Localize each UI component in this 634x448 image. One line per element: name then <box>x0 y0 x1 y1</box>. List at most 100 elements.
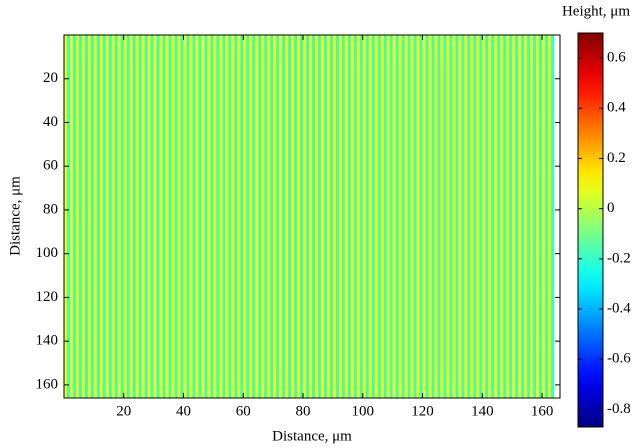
heat-column <box>213 35 216 398</box>
heat-column <box>336 35 339 398</box>
heat-column <box>294 35 297 398</box>
colorbar <box>578 33 603 427</box>
heat-column <box>300 35 303 398</box>
heat-column <box>530 35 533 398</box>
heat-column <box>258 35 261 398</box>
heat-column <box>219 35 222 398</box>
heat-column <box>285 35 288 398</box>
heat-column <box>70 35 73 398</box>
heat-column <box>479 35 482 398</box>
heat-column <box>548 35 551 398</box>
heat-column <box>482 35 485 398</box>
heat-column <box>324 35 327 398</box>
heat-column <box>491 35 494 398</box>
heat-column <box>309 35 312 398</box>
heat-column <box>494 35 497 398</box>
heat-column <box>518 35 521 398</box>
heat-column <box>157 35 160 398</box>
heat-column <box>127 35 130 398</box>
heat-column <box>303 35 306 398</box>
heat-column <box>261 35 264 398</box>
heat-column <box>432 35 435 398</box>
y-tick-label: 120 <box>36 289 59 305</box>
heat-column <box>76 35 79 398</box>
heat-column <box>330 35 333 398</box>
heat-column <box>133 35 136 398</box>
heat-column <box>435 35 438 398</box>
heat-column <box>103 35 106 398</box>
heat-column <box>201 35 204 398</box>
heat-column <box>79 35 82 398</box>
heat-column <box>255 35 258 398</box>
heat-column <box>175 35 178 398</box>
heat-column <box>124 35 127 398</box>
heat-column <box>73 35 76 398</box>
heat-column <box>264 35 267 398</box>
heat-column <box>246 35 249 398</box>
heat-column <box>449 35 452 398</box>
heat-column <box>276 35 279 398</box>
heat-column <box>372 35 375 398</box>
heat-column <box>178 35 181 398</box>
heat-column <box>545 35 548 398</box>
colorbar-tick-label: 0.4 <box>607 100 626 116</box>
heat-column <box>357 35 360 398</box>
heat-column <box>551 35 554 398</box>
heat-column <box>142 35 145 398</box>
heat-column <box>88 35 91 398</box>
heat-column <box>100 35 103 398</box>
heat-column <box>369 35 372 398</box>
heat-column <box>204 35 207 398</box>
heat-column <box>139 35 142 398</box>
heat-column <box>327 35 330 398</box>
heat-column <box>503 35 506 398</box>
heat-column <box>237 35 240 398</box>
heat-column <box>187 35 190 398</box>
colorbar-tick-label: -0.2 <box>607 250 631 266</box>
heat-column <box>354 35 357 398</box>
heat-column <box>321 35 324 398</box>
heat-column <box>461 35 464 398</box>
heat-column <box>440 35 443 398</box>
heat-column <box>291 35 294 398</box>
heat-column <box>512 35 515 398</box>
heat-column <box>339 35 342 398</box>
heat-column <box>411 35 414 398</box>
heat-column <box>297 35 300 398</box>
heat-column <box>348 35 351 398</box>
heat-column <box>452 35 455 398</box>
heat-column <box>288 35 291 398</box>
y-tick-label: 140 <box>36 333 59 349</box>
heat-column <box>97 35 100 398</box>
heat-column <box>396 35 399 398</box>
x-tick-label: 20 <box>116 403 131 419</box>
heat-column <box>539 35 542 398</box>
chart: Distance, μm Distance, μm Height, μm 204… <box>0 0 634 448</box>
heat-column <box>192 35 195 398</box>
heat-column <box>163 35 166 398</box>
heat-column <box>234 35 237 398</box>
heat-column <box>67 35 70 398</box>
heat-column <box>417 35 420 398</box>
heat-column <box>437 35 440 398</box>
heat-column <box>366 35 369 398</box>
heat-column <box>485 35 488 398</box>
heat-column <box>536 35 539 398</box>
heat-column <box>363 35 366 398</box>
heat-column <box>312 35 315 398</box>
heat-column <box>115 35 118 398</box>
x-tick-label: 120 <box>411 403 434 419</box>
colorbar-tick-label: -0.8 <box>607 401 631 417</box>
heat-column <box>169 35 172 398</box>
heat-column <box>464 35 467 398</box>
heat-column <box>210 35 213 398</box>
colorbar-tick-label: 0 <box>607 200 615 216</box>
heat-column <box>222 35 225 398</box>
heat-column <box>166 35 169 398</box>
heat-column <box>527 35 530 398</box>
heat-column <box>378 35 381 398</box>
heat-column <box>470 35 473 398</box>
heat-column <box>225 35 228 398</box>
heat-column <box>160 35 163 398</box>
heat-column <box>446 35 449 398</box>
